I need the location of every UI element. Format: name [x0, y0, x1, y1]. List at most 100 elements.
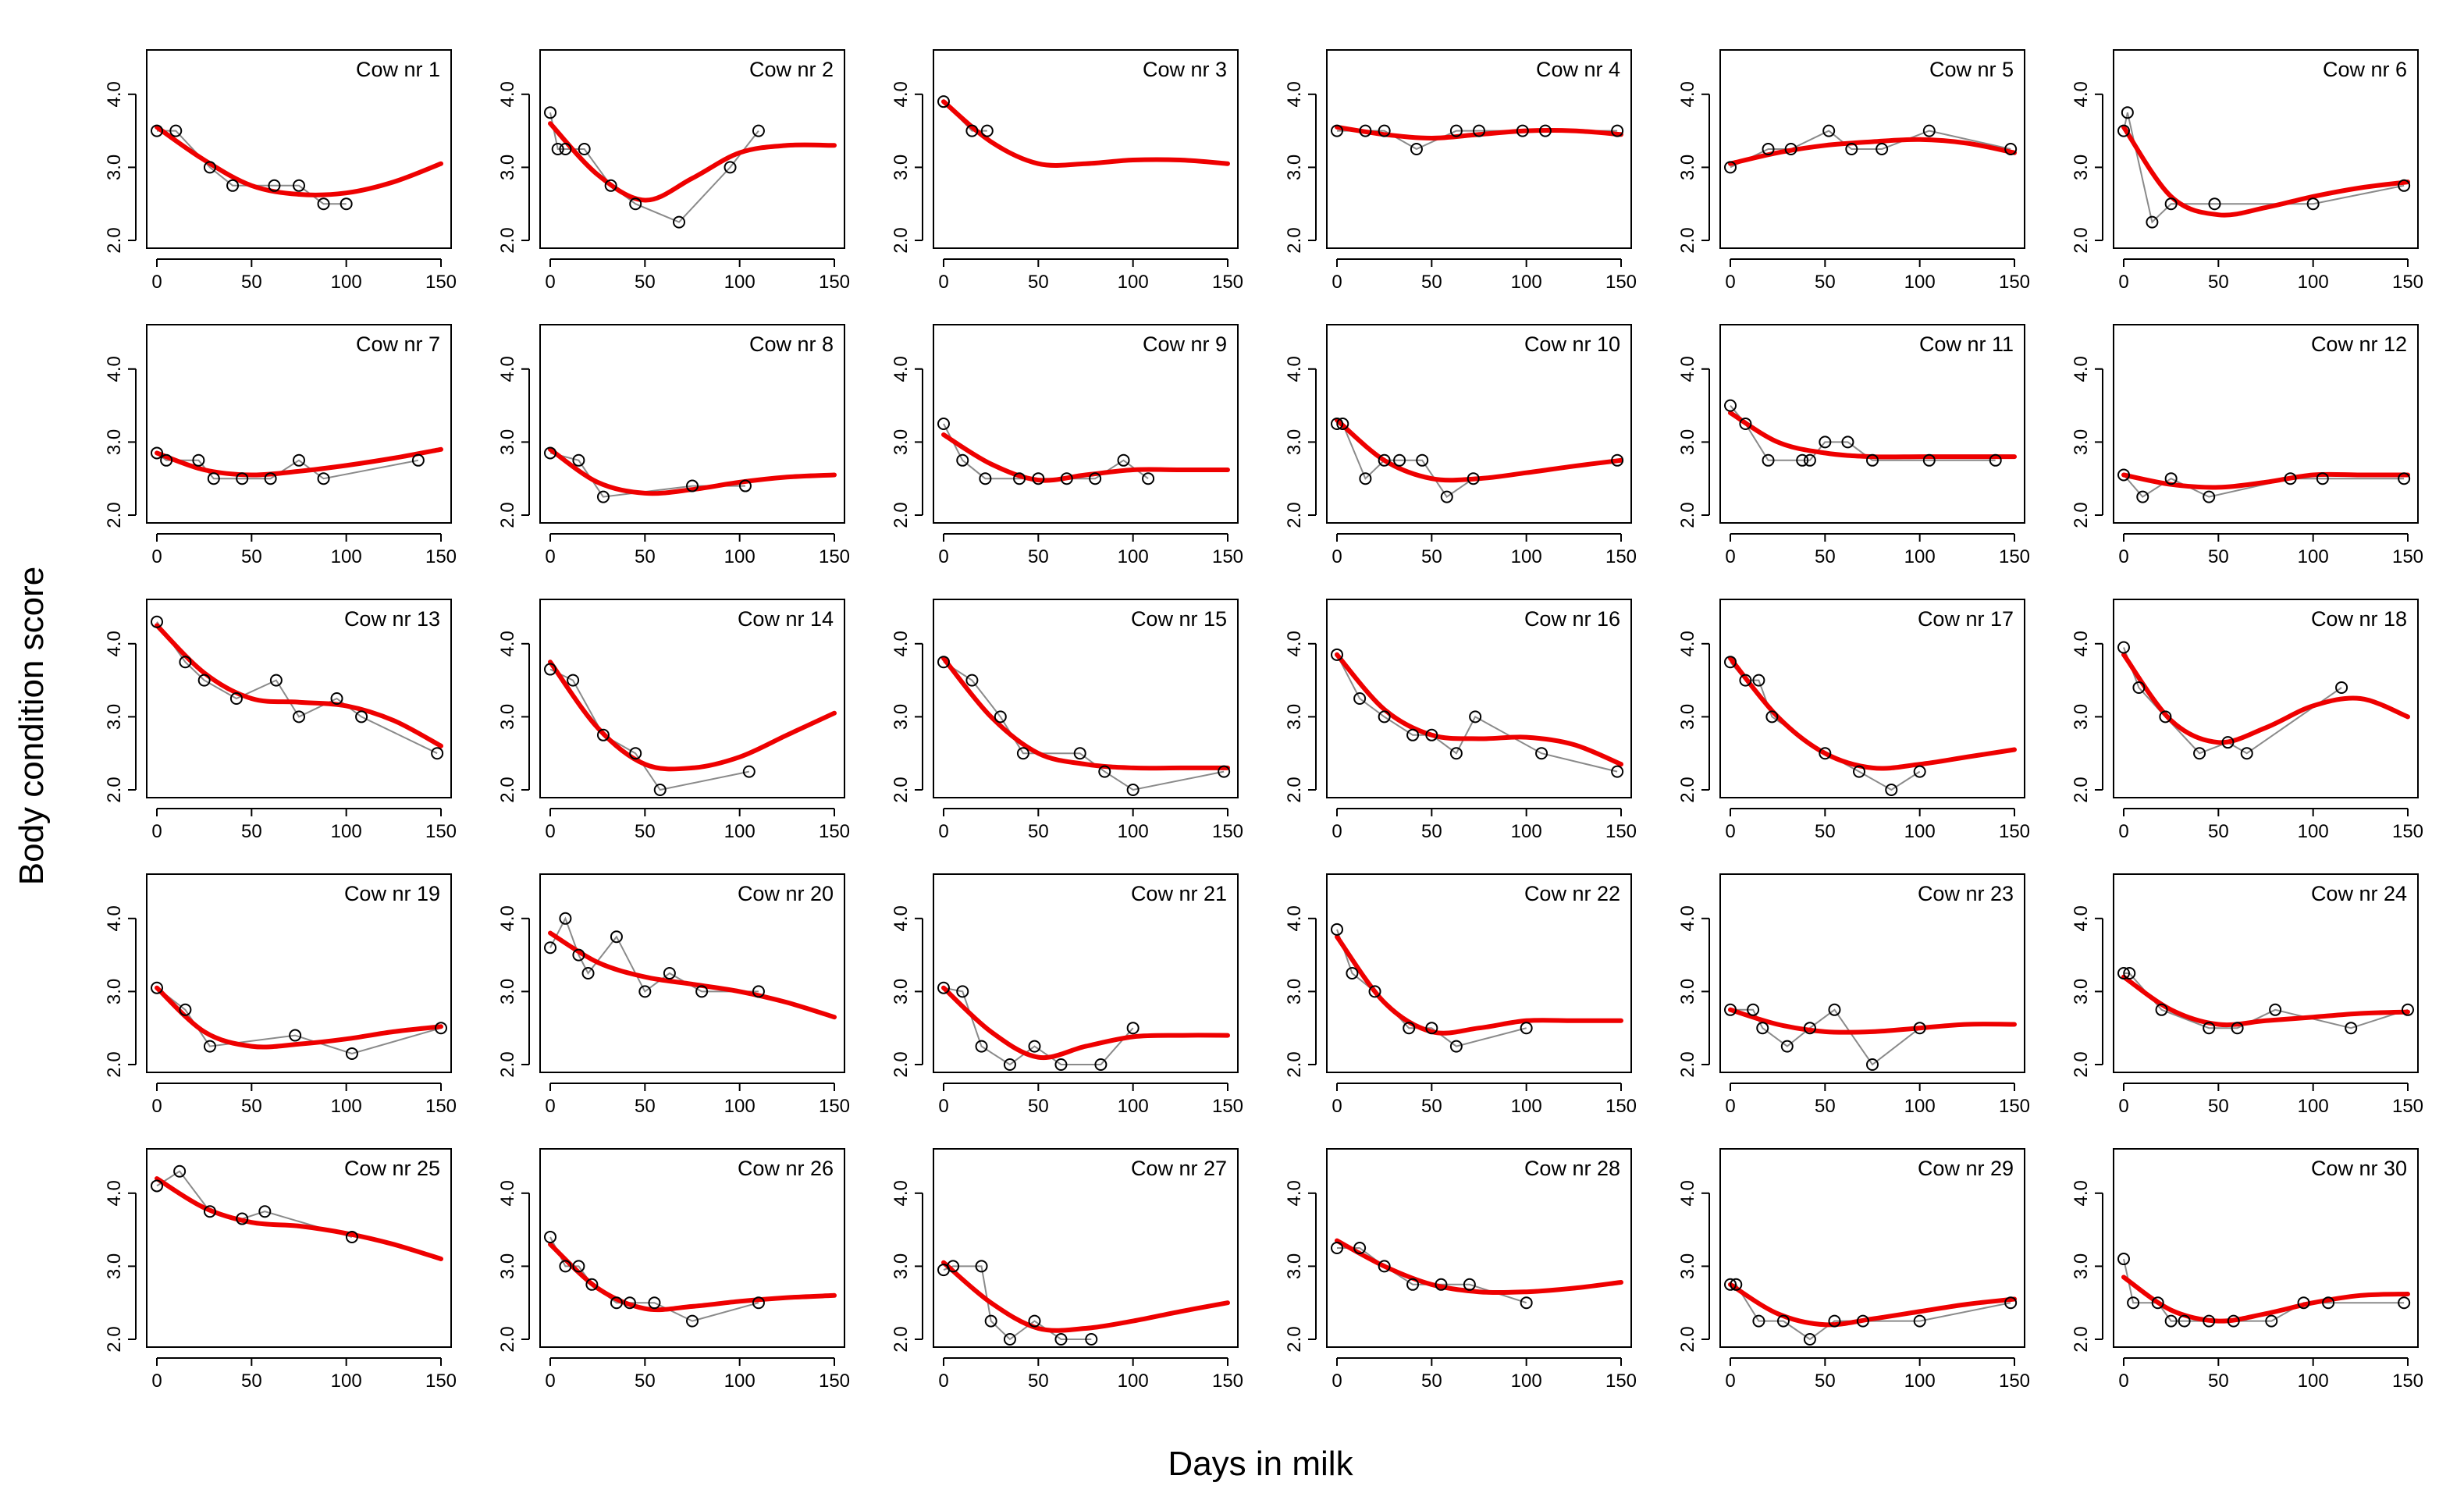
observation-point — [355, 710, 368, 724]
observation-point — [1841, 436, 1854, 449]
observation-point — [2164, 197, 2178, 211]
observation-point — [1331, 124, 1343, 137]
observation-point — [1611, 765, 1624, 778]
y-tick-label: 2.0 — [1284, 1051, 1305, 1077]
x-tick-label: 0 — [2118, 272, 2128, 293]
x-tick-label: 0 — [1332, 1371, 1342, 1392]
panel-frame — [146, 49, 452, 249]
x-tick-label: 100 — [1511, 821, 1542, 842]
observation-point — [1876, 143, 1889, 155]
observation-point — [1403, 1022, 1416, 1035]
x-tick-label: 100 — [331, 821, 362, 842]
observation-point — [1796, 453, 1809, 467]
observation-point — [1845, 143, 1858, 155]
observation-point — [567, 674, 580, 687]
panel-title: Cow nr 10 — [1524, 332, 1620, 356]
observation-point — [2398, 1296, 2411, 1310]
observation-point — [572, 453, 585, 467]
x-tick-label: 150 — [1605, 821, 1637, 842]
observation-point — [1440, 490, 1453, 503]
panel-title: Cow nr 28 — [1524, 1157, 1620, 1180]
y-tick-label: 2.0 — [104, 777, 125, 802]
panel-cow-12: 0 50 100 150 2.0 3.0 4.0 Cow nr 12 — [2071, 324, 2423, 567]
x-tick-label: 100 — [331, 272, 362, 293]
observed-line — [1730, 1008, 1921, 1066]
x-tick-label: 0 — [545, 546, 555, 567]
x-tick-label: 0 — [938, 821, 948, 842]
observation-point — [2402, 1003, 2414, 1016]
observation-point — [2227, 1314, 2240, 1328]
observation-point — [1803, 1022, 1816, 1035]
observation-point — [1054, 1333, 1068, 1346]
observation-point — [2265, 1314, 2278, 1328]
panel-frame — [539, 324, 845, 524]
observation-point — [965, 124, 979, 137]
observation-point — [1913, 1022, 1926, 1035]
observation-point — [1516, 124, 1529, 137]
y-tick-label: 3.0 — [1284, 1253, 1305, 1279]
y-tick-label: 2.0 — [104, 227, 125, 253]
observation-point — [1054, 1058, 1068, 1071]
observation-point — [2164, 1314, 2178, 1328]
y-tick-label: 4.0 — [104, 356, 125, 382]
observation-point — [345, 1230, 358, 1243]
observation-point — [236, 472, 249, 485]
panel-title: Cow nr 1 — [356, 58, 440, 81]
fitted-curve — [2121, 124, 2410, 218]
observation-point — [269, 674, 283, 687]
y-tick-label: 2.0 — [1677, 1326, 1698, 1352]
y-tick-label: 4.0 — [2071, 905, 2092, 931]
observation-point — [1336, 418, 1349, 430]
observation-point — [1425, 728, 1438, 741]
y-tick-label: 2.0 — [497, 1051, 518, 1077]
observation-point — [1520, 1022, 1533, 1035]
observation-point — [1762, 143, 1775, 155]
x-tick-label: 100 — [1118, 1371, 1149, 1392]
observation-point — [1331, 418, 1343, 430]
x-tick-label: 100 — [1511, 1096, 1542, 1117]
observation-point — [1922, 124, 1936, 137]
x-tick-label: 100 — [724, 272, 756, 293]
x-tick-label: 0 — [938, 546, 948, 567]
panel-title: Cow nr 7 — [356, 332, 440, 356]
observation-point — [937, 418, 950, 430]
fitted-curve — [548, 1242, 837, 1313]
panel-frame — [2113, 873, 2419, 1073]
y-tick-label: 4.0 — [891, 631, 912, 656]
observation-point — [2127, 1296, 2140, 1310]
observation-point — [1913, 1314, 1926, 1328]
x-tick-label: 100 — [1904, 1371, 1936, 1392]
panel-frame — [2113, 324, 2419, 524]
observation-point — [1126, 1022, 1140, 1035]
x-tick-label: 50 — [241, 546, 262, 567]
observed-line — [2124, 972, 2409, 1029]
y-tick-label: 3.0 — [891, 979, 912, 1004]
y-tick-label: 4.0 — [497, 631, 518, 656]
x-tick-label: 100 — [2298, 546, 2329, 567]
panel-frame — [933, 49, 1239, 249]
observation-point — [2203, 490, 2216, 503]
fitted-curve — [548, 930, 837, 1020]
observation-point — [345, 1047, 358, 1060]
observation-point — [229, 692, 243, 705]
fitted-curve — [2121, 652, 2410, 745]
x-tick-label: 150 — [425, 1096, 457, 1117]
observation-point — [559, 912, 572, 925]
observation-point — [629, 747, 642, 760]
x-tick-label: 150 — [1212, 821, 1243, 842]
x-tick-label: 50 — [1028, 821, 1049, 842]
x-tick-label: 150 — [1999, 546, 2030, 567]
y-tick-label: 4.0 — [104, 81, 125, 107]
panel-title: Cow nr 11 — [1919, 332, 2014, 356]
y-tick-label: 3.0 — [2071, 429, 2092, 455]
observation-point — [1003, 1058, 1016, 1071]
fitted-curve — [1335, 124, 1623, 140]
y-tick-label: 4.0 — [1677, 905, 1698, 931]
observation-point — [2178, 1314, 2191, 1328]
fitted-curve — [941, 1260, 1230, 1333]
observation-point — [1724, 399, 1737, 412]
observation-point — [1359, 472, 1372, 485]
x-tick-label: 0 — [2118, 546, 2128, 567]
